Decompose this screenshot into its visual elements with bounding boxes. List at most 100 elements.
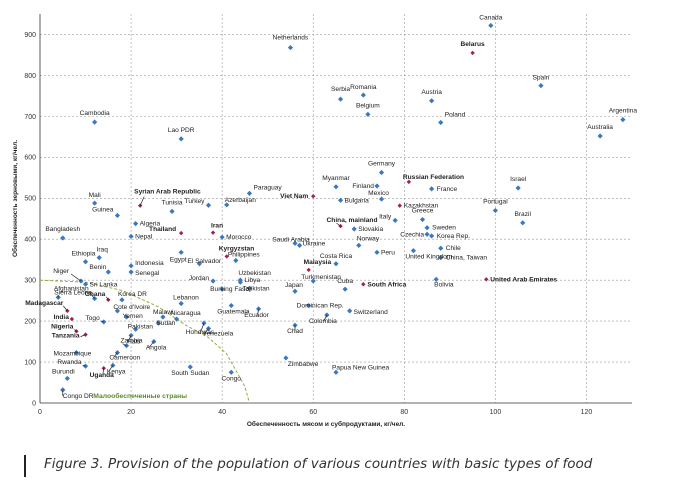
data-point [228, 302, 234, 309]
data-point [342, 286, 348, 292]
point-label: Kyrgyzstan [219, 245, 255, 252]
data-point [246, 285, 253, 291]
point-label: Cameroon [109, 355, 140, 362]
point-label: Guinea [92, 206, 114, 213]
x-tick-label: 20 [127, 409, 135, 416]
point-label: Tunisia [162, 199, 183, 206]
data-point [397, 203, 402, 208]
data-point [374, 249, 380, 255]
data-point [160, 314, 166, 320]
data-point [374, 183, 380, 189]
point-label: Iran [211, 223, 223, 230]
data-point [429, 233, 435, 239]
point-label: Serbia [331, 86, 350, 93]
point-label: Guatemala [217, 309, 250, 316]
point-label: Ethiopia [72, 251, 96, 258]
point-label: Malaysia [304, 259, 332, 266]
data-point [82, 259, 89, 265]
label-leader [70, 273, 82, 282]
point-label: Ghana [85, 291, 106, 298]
label-leader [106, 296, 109, 301]
point-label: Sri Lanka [90, 281, 118, 288]
point-label: Egypt [170, 256, 187, 263]
data-point [351, 226, 357, 232]
caption-bar [24, 455, 26, 477]
point-label: Slovakia [358, 226, 383, 233]
point-label: Costa Rica [320, 253, 353, 260]
point-label: Bangladesh [45, 226, 80, 233]
label-leader [82, 364, 86, 367]
data-point [133, 221, 139, 227]
point-label: Rwanda [57, 359, 82, 366]
point-label: Japan [285, 282, 303, 289]
point-label: Colombia [309, 318, 337, 325]
point-label: Philippines [228, 252, 261, 259]
data-point [378, 196, 385, 202]
point-label: Viet Nam [280, 193, 308, 200]
point-label: South Sudan [171, 370, 209, 377]
data-point [60, 235, 66, 241]
point-label: Cuba [337, 278, 353, 285]
data-point [128, 233, 134, 239]
point-label: South Africa [367, 281, 406, 288]
data-point [292, 240, 298, 246]
point-label: Zimbabwe [288, 361, 319, 368]
label-leader [102, 368, 105, 376]
point-label: Togo [85, 315, 100, 322]
x-tick-label: 40 [218, 409, 226, 416]
label-leader [148, 341, 155, 348]
point-label: Tanzania [52, 333, 80, 340]
point-label: Nigeria [51, 323, 74, 330]
point-label: Congo [222, 375, 242, 382]
point-labels: Canada Belarus Netherlands Spain Serbia Roman… [25, 14, 637, 399]
data-point [128, 269, 134, 275]
data-point [128, 332, 134, 339]
point-label: Madagascar [25, 300, 64, 307]
point-label: Benin [89, 264, 106, 271]
point-label: Netherlands [273, 35, 309, 42]
data-point [69, 316, 75, 322]
point-label: Spain [532, 75, 549, 82]
point-label: Algeria [140, 221, 161, 228]
point-label: Korea Rep. [437, 233, 471, 240]
data-point [123, 314, 130, 320]
data-point [429, 186, 435, 192]
data-point [433, 276, 439, 282]
point-label: Kenya [107, 368, 126, 375]
point-label: United Kingdom [405, 254, 452, 261]
point-label: Mozambique [54, 351, 92, 358]
data-point [283, 355, 289, 361]
point-label: Burundi [52, 368, 75, 375]
point-label: Austria [421, 89, 442, 96]
point-label: Bulgaria [345, 197, 370, 204]
point-label: Cambodia [80, 110, 110, 117]
data-point [333, 184, 339, 190]
point-label: Peru [381, 249, 395, 256]
scatter-chart: 0 100 200 300 400 500 600 700 800 900 0 20 40 60 80 100… [11, 14, 637, 428]
data-point [484, 277, 489, 282]
label-leader [127, 335, 132, 342]
point-label: Greece [412, 208, 434, 215]
data-point [597, 133, 603, 139]
point-label: Thailand [149, 226, 176, 233]
point-label: Switzerland [354, 309, 388, 316]
y-tick-label: 900 [24, 32, 36, 39]
point-label: Turkmenistan [301, 274, 341, 281]
data-point [488, 22, 494, 29]
data-point [73, 350, 80, 356]
point-label: Israel [510, 176, 527, 183]
point-label: Uzbekistan [238, 270, 271, 277]
data-point [82, 281, 89, 287]
low-income-annotation: Малообеспеченные страны [39, 279, 250, 404]
point-label: Saudi Arabia [272, 236, 310, 243]
point-label: Chad [287, 328, 303, 335]
label-leader [74, 329, 77, 332]
data-point [333, 261, 339, 267]
data-point [424, 225, 430, 231]
label-leader [323, 314, 328, 322]
data-point [410, 248, 417, 254]
data-point [337, 96, 344, 102]
data-point [429, 98, 435, 104]
y-axis-title: Обеспеченность зерновыми, кг/чел. [11, 140, 19, 257]
data-point [228, 369, 234, 375]
